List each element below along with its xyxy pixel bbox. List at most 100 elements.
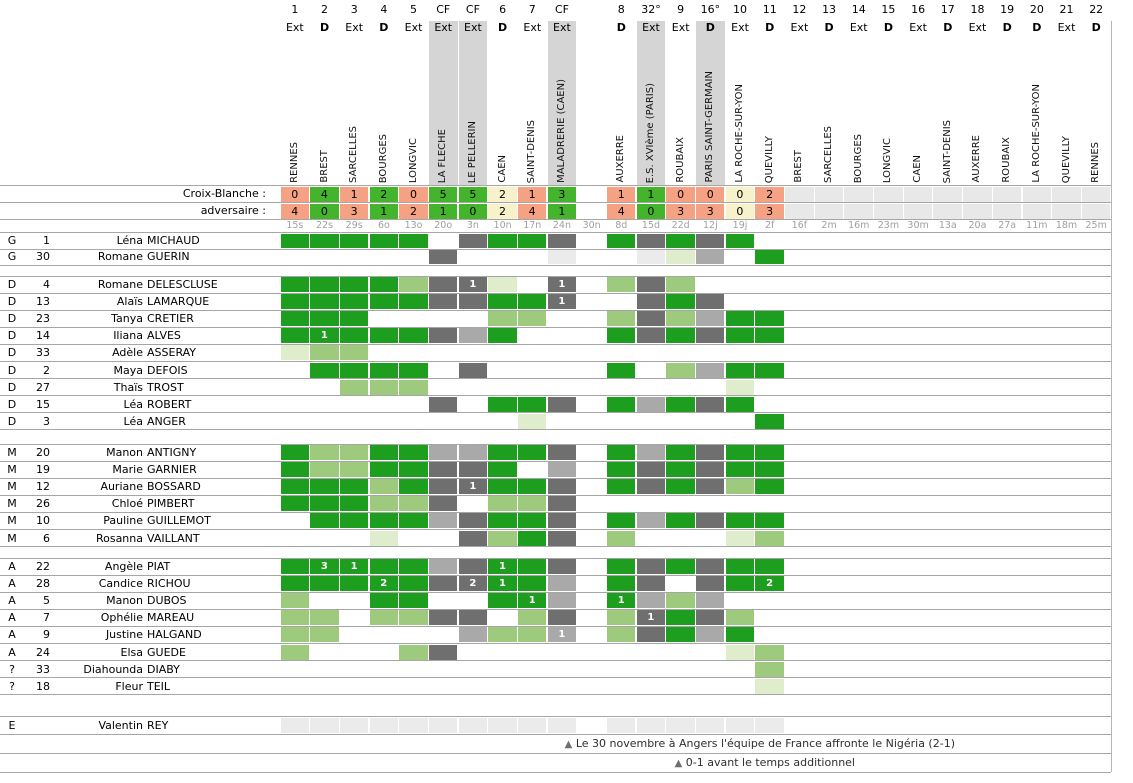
player-last-name: HALGAND [147, 628, 202, 642]
participation-cell [399, 233, 428, 248]
match-date-label: 20o [434, 220, 453, 231]
jersey-number: 23 [36, 312, 50, 326]
player-first-name: Pauline [103, 514, 143, 528]
match-number-header: 9 [677, 3, 685, 16]
goal-count: 1 [528, 595, 536, 607]
score-cell: 1 [428, 203, 458, 219]
row-separator [0, 343, 1111, 345]
score-cell [874, 203, 903, 219]
participation-cell [369, 462, 398, 478]
score-cell: 2 [488, 186, 517, 202]
participation-cell [696, 479, 725, 495]
participation-cell [488, 627, 517, 643]
footnote-text: 0-1 avant le temps additionnel [685, 756, 855, 769]
home-away-header: Ext [968, 21, 987, 34]
opponent-name-text: LONGVIC [407, 137, 419, 183]
match-number-header: 32° [641, 3, 661, 16]
opponent-name-text: AUXERRE [971, 135, 983, 183]
participation-cell [636, 513, 666, 529]
row-separator [0, 529, 1111, 530]
match-date-label: 8d [615, 220, 628, 231]
match-number-header: 11 [762, 3, 777, 16]
match-date-label: 3n [466, 220, 479, 231]
participation-cell [517, 294, 547, 310]
participation-cell [310, 627, 339, 643]
jersey-number: 15 [36, 397, 50, 411]
score-cell [785, 186, 814, 202]
goal-count: 2 [469, 578, 477, 590]
goal-count: 1 [320, 330, 328, 342]
participation-cell [428, 610, 458, 626]
opponent-name-text: BREST [793, 150, 805, 183]
home-away-header: D [319, 21, 330, 34]
participation-cell [458, 445, 488, 460]
participation-cell [280, 717, 309, 734]
participation-cell [606, 445, 636, 460]
jersey-number: 18 [36, 679, 50, 693]
participation-cell [369, 513, 398, 529]
participation-cell [399, 513, 428, 529]
player-first-name: Adèle [112, 346, 143, 360]
participation-cell [606, 627, 636, 643]
participation-cell [280, 294, 309, 310]
participation-cell [310, 311, 339, 327]
row-separator [0, 412, 1111, 414]
participation-cell [517, 717, 547, 734]
opponent-name-text: LA ROCHE-SUR-YON [734, 84, 746, 183]
participation-cell [725, 479, 755, 495]
participation-cell [428, 445, 458, 460]
participation-cell [755, 644, 784, 660]
participation-cell [399, 479, 428, 495]
opponent-name: E.S. XVIème (PARIS) [636, 40, 666, 183]
participation-cell [636, 311, 666, 327]
score-cell: 5 [428, 186, 458, 202]
participation-cell [725, 576, 755, 592]
opponent-name-text: QUEVILLY [1060, 135, 1072, 183]
participation-cell [606, 717, 636, 734]
opponent-name: LA ROCHE-SUR-YON [1022, 40, 1052, 183]
participation-cell [755, 678, 784, 694]
opponent-name-text: BOURGES [852, 133, 864, 183]
match-date-label: 27a [998, 220, 1017, 231]
row-separator [0, 574, 1111, 576]
participation-cell [517, 559, 547, 574]
participation-cell [547, 593, 577, 609]
participation-cell [517, 530, 547, 546]
participation-cell [280, 462, 309, 478]
participation-cell [517, 576, 547, 592]
opponent-name: LONGVIC [874, 40, 904, 183]
participation-cell [399, 610, 428, 626]
match-number-header: 14 [851, 3, 866, 16]
participation-cell [339, 479, 369, 495]
score-cell: 2 [369, 186, 398, 202]
score-cell [903, 203, 933, 219]
participation-cell [488, 277, 517, 292]
participation-cell [458, 717, 488, 734]
participation-cell [339, 379, 369, 395]
participation-cell [339, 277, 369, 292]
row-separator [0, 292, 1111, 294]
participation-cell [606, 576, 636, 592]
participation-cell [696, 576, 725, 592]
position-label: A [8, 611, 16, 625]
participation-cell [280, 559, 309, 574]
opponent-name: CAEN [488, 40, 518, 183]
match-number-header: 5 [410, 3, 418, 16]
score-cell: 1 [547, 203, 577, 219]
participation-cell [696, 610, 725, 626]
participation-cell [310, 513, 339, 529]
player-last-name: PIMBERT [147, 497, 195, 511]
row-separator [0, 378, 1111, 380]
match-number-header: 16° [700, 3, 721, 16]
participation-cell: 2 [755, 576, 784, 592]
score-cell: 1 [339, 186, 369, 202]
participation-cell [606, 328, 636, 344]
goal-count: 1 [558, 279, 566, 290]
participation-cell [280, 328, 309, 344]
participation-cell [488, 233, 517, 248]
opponent-name: SARCELLES [814, 40, 844, 183]
table-right-border [1111, 21, 1112, 772]
participation-cell [666, 559, 695, 574]
match-number-header: CF [554, 3, 569, 16]
